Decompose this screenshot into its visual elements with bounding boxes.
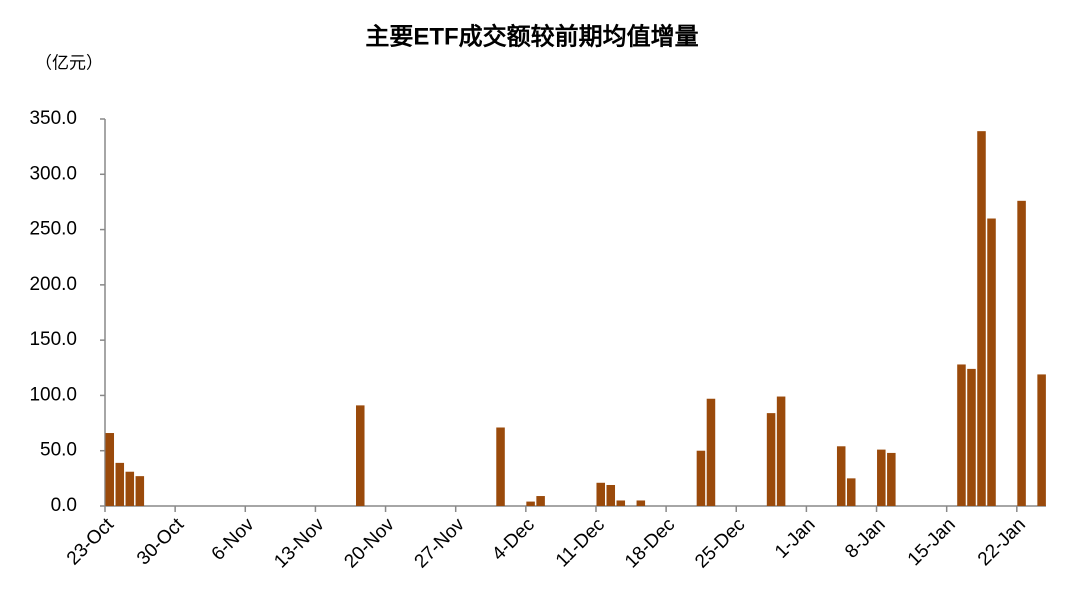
x-tick-label: 27-Nov bbox=[411, 514, 470, 573]
bar bbox=[496, 427, 505, 506]
bar bbox=[105, 433, 115, 506]
y-tick-label: 350.0 bbox=[29, 108, 77, 129]
x-tick-label: 8-Jan bbox=[841, 514, 889, 562]
x-tick-label: 23-Oct bbox=[63, 514, 119, 570]
unit-label: （亿元） bbox=[35, 53, 103, 72]
x-tick-label: 25-Dec bbox=[691, 514, 749, 572]
x-tick-label: 13-Nov bbox=[270, 514, 329, 573]
y-tick-label: 0.0 bbox=[51, 495, 77, 516]
y-tick-label: 200.0 bbox=[29, 274, 77, 295]
bar bbox=[887, 452, 896, 506]
y-tick-label: 100.0 bbox=[29, 384, 77, 405]
bar bbox=[776, 396, 786, 506]
bar bbox=[526, 501, 535, 506]
bar bbox=[606, 484, 616, 506]
bar bbox=[706, 398, 716, 506]
bar bbox=[877, 449, 886, 506]
bar bbox=[616, 500, 626, 506]
chart-title: 主要ETF成交额较前期均值增量 bbox=[365, 22, 698, 50]
bar bbox=[1037, 374, 1046, 506]
x-tick-label: 30-Oct bbox=[133, 514, 189, 570]
x-tick-label: 18-Dec bbox=[621, 514, 679, 572]
y-tick-label: 50.0 bbox=[40, 440, 77, 461]
y-tick-label: 150.0 bbox=[29, 329, 77, 350]
bar bbox=[1017, 200, 1026, 506]
bar bbox=[967, 368, 976, 506]
x-tick-label: 11-Dec bbox=[552, 514, 609, 571]
bar bbox=[536, 496, 545, 506]
bar bbox=[135, 476, 145, 506]
bar bbox=[356, 405, 365, 506]
bar bbox=[596, 482, 605, 506]
y-tick-label: 300.0 bbox=[29, 163, 77, 184]
x-tick-label: 4-Dec bbox=[488, 514, 539, 565]
x-tick-label: 1-Jan bbox=[771, 514, 819, 562]
bar bbox=[636, 500, 646, 506]
y-tick-label: 250.0 bbox=[29, 219, 77, 240]
x-tick-label: 6-Nov bbox=[208, 514, 259, 565]
bar bbox=[115, 462, 125, 506]
x-tick-label: 20-Nov bbox=[340, 514, 399, 573]
bar bbox=[846, 478, 856, 506]
bar bbox=[766, 413, 776, 506]
bar bbox=[836, 446, 846, 506]
bar bbox=[125, 471, 135, 506]
bar bbox=[696, 450, 706, 506]
bar bbox=[957, 364, 966, 506]
bar bbox=[987, 218, 996, 506]
x-tick-label: 22-Jan bbox=[974, 514, 1030, 570]
x-tick-label: 15-Jan bbox=[904, 514, 960, 570]
bar bbox=[977, 131, 986, 507]
